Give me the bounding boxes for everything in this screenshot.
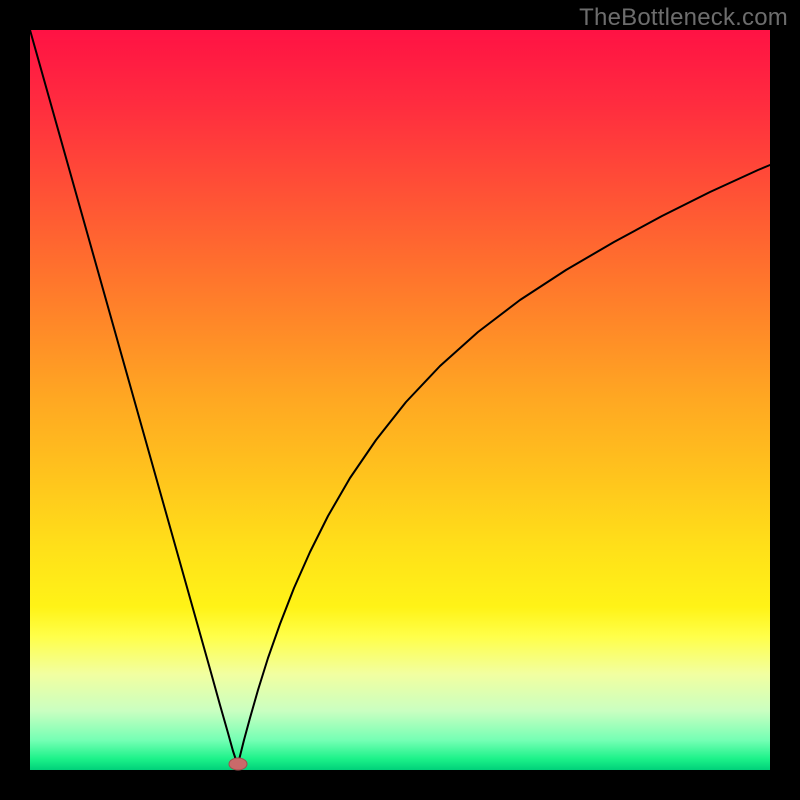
chart-frame: TheBottleneck.com (0, 0, 800, 800)
gradient-background (30, 30, 770, 770)
bottleneck-chart (0, 0, 800, 800)
minimum-marker (229, 758, 247, 770)
watermark-text: TheBottleneck.com (579, 4, 788, 32)
